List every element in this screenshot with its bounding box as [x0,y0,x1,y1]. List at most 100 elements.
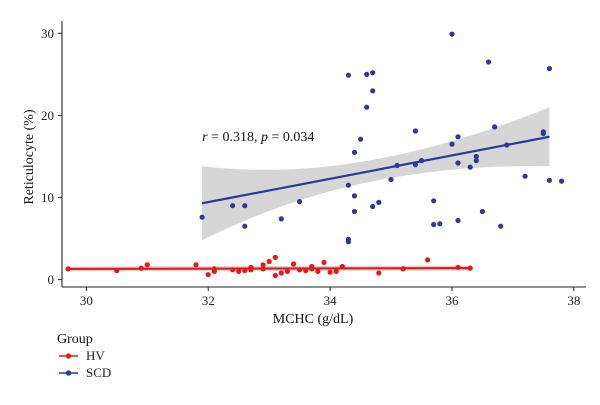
legend-item-scd: SCD [59,365,111,380]
x-tick-label: 34 [324,293,338,308]
x-axis-title: MCHC (g/dL) [273,312,354,327]
data-point-scd [358,136,364,142]
legend-hv-marker [65,353,72,359]
data-point-scd [278,216,284,222]
data-point-hv [425,257,431,263]
data-point-hv [272,254,278,260]
y-tick-label: 30 [41,26,54,41]
data-point-hv [211,266,217,272]
data-point-hv [138,265,144,271]
data-point-hv [284,268,290,274]
x-tick-label: 36 [445,293,459,308]
data-point-scd [418,158,425,164]
confidence-band-scd [202,107,550,241]
data-point-hv [400,266,406,272]
data-point-scd [559,178,565,184]
data-point-scd [504,142,510,148]
data-point-hv [278,270,284,276]
legend-scd-marker [65,370,72,376]
data-point-scd [473,158,479,164]
data-point-hv [303,268,309,274]
data-point-scd [388,176,394,183]
data-point-scd [546,177,553,183]
x-tick-label: 38 [567,293,580,308]
data-point-scd [345,182,351,188]
data-point-scd [364,104,370,110]
data-point-scd [431,198,437,204]
data-point-scd [437,221,443,227]
data-point-scd [370,203,376,210]
data-point-hv [339,263,345,270]
data-point-scd [479,208,485,215]
p-value: = 0.034 [268,130,314,145]
data-point-scd [297,199,303,205]
axes: 30 32 34 36 38 0 10 20 30 [41,21,586,308]
data-point-scd [546,66,553,72]
data-point-hv [260,262,266,268]
regression-line-scd [201,135,550,205]
data-point-scd [412,128,418,134]
data-point-scd [449,31,455,37]
data-point-hv [114,268,120,274]
data-point-scd [351,208,358,215]
p-symbol: p [260,130,268,145]
data-point-scd [492,124,498,130]
data-point-scd [230,203,236,209]
data-point-scd [455,217,461,224]
regression-line-hv [68,267,471,271]
data-point-hv [327,269,333,275]
data-point-scd [455,160,461,166]
x-tick-label: 32 [202,293,215,308]
data-point-hv [144,262,150,268]
data-point-hv [260,266,266,272]
data-point-hv [309,266,315,272]
data-point-scd [498,223,504,229]
y-tick-label: 10 [41,190,54,205]
legend: Group HV SCD [57,332,111,380]
data-point-scd [364,71,370,77]
data-point-scd [345,236,351,242]
data-point-scd [473,153,479,160]
data-point-hv [193,262,199,268]
data-point-scd [522,173,528,179]
data-point-scd [394,162,400,169]
data-point-scd [199,214,205,220]
y-tick-label: 20 [41,108,54,123]
data-point-hv [230,267,236,273]
y-axis-title: Reticulocyte (%) [22,109,37,205]
data-point-hv [290,261,297,267]
data-point-hv [333,268,339,274]
data-point-hv [242,268,248,274]
data-point-hv [315,268,321,274]
data-point-scd [242,223,248,229]
legend-hv-label: HV [86,348,105,363]
data-point-scd [370,70,376,76]
data-point-scd [370,88,376,94]
data-point-hv [65,266,71,272]
data-point-scd [351,149,358,155]
legend-item-hv: HV [59,348,105,363]
data-point-scd [467,164,473,170]
data-point-scd [455,134,461,140]
data-point-scd [485,59,492,65]
legend-title: Group [57,332,93,347]
r-value: = 0.318, [208,130,261,145]
data-points [65,31,565,279]
data-point-hv [266,258,272,265]
data-point-scd [345,72,351,78]
data-point-scd [412,162,418,168]
data-point-hv [248,267,254,273]
r-symbol: r [202,130,208,145]
data-point-scd [449,141,455,147]
data-point-hv [467,265,473,271]
x-tick-label: 30 [80,293,93,308]
data-point-hv [205,272,211,278]
data-point-scd [431,222,437,228]
y-tick-label: 0 [48,272,55,287]
data-point-scd [540,130,546,137]
data-point-hv [455,264,461,270]
data-point-hv [376,270,382,276]
data-point-hv [272,272,278,279]
data-point-scd [242,203,248,209]
data-point-scd [376,199,382,205]
